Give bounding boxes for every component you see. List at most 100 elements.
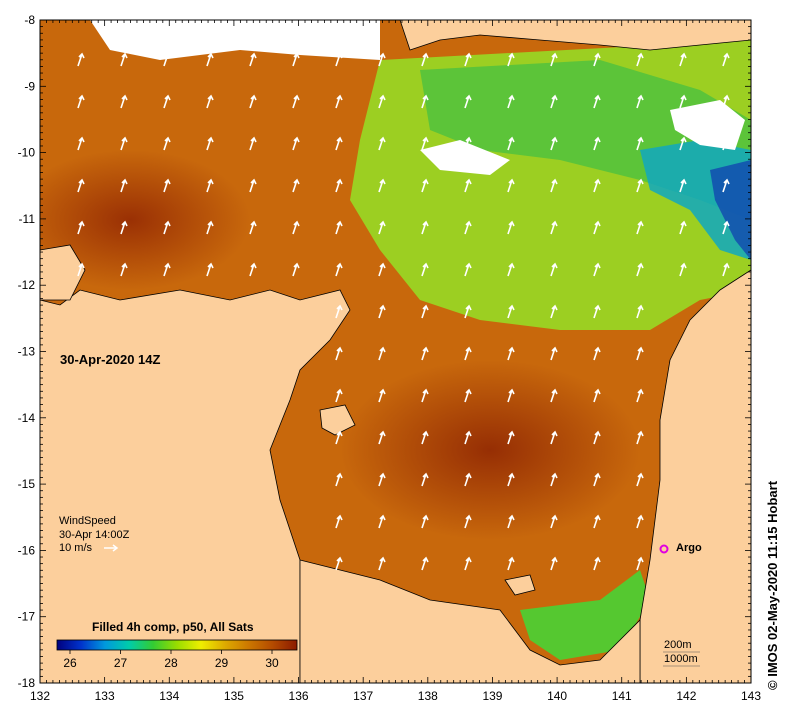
wind-arrow xyxy=(421,262,429,277)
wind-arrow xyxy=(507,556,515,571)
x-tick-label: 141 xyxy=(612,689,632,703)
argo-float-marker[interactable] xyxy=(659,544,669,554)
wind-arrow xyxy=(335,94,343,109)
wind-arrow xyxy=(636,52,644,67)
wind-arrow xyxy=(722,94,730,109)
wind-arrow xyxy=(550,178,558,193)
wind-arrow xyxy=(378,178,386,193)
wind-arrow xyxy=(163,178,171,193)
wind-arrow xyxy=(636,514,644,529)
wind-arrow xyxy=(593,514,601,529)
x-tick-label: 143 xyxy=(741,689,761,703)
wind-arrow xyxy=(507,346,515,361)
wind-arrow xyxy=(550,136,558,151)
wind-arrow xyxy=(464,388,472,403)
wind-arrow xyxy=(120,136,128,151)
wind-arrow xyxy=(464,472,472,487)
wind-arrow xyxy=(335,304,343,319)
wind-arrow xyxy=(378,346,386,361)
wind-arrow xyxy=(249,52,257,67)
wind-arrow xyxy=(636,136,644,151)
wind-arrow xyxy=(550,262,558,277)
wind-legend-time: 30-Apr 14:00Z xyxy=(59,529,130,541)
wind-arrow xyxy=(636,220,644,235)
y-tick-label: -17 xyxy=(18,610,36,624)
wind-arrow xyxy=(206,262,214,277)
wind-arrow xyxy=(120,52,128,67)
x-tick-label: 133 xyxy=(95,689,115,703)
wind-arrow xyxy=(550,430,558,445)
wind-arrow xyxy=(378,388,386,403)
wind-arrow xyxy=(507,52,515,67)
depth-legend-200m: 200m xyxy=(664,639,692,651)
wind-arrow xyxy=(77,52,85,67)
cool-water-south-fringe xyxy=(520,570,650,660)
wind-arrow xyxy=(507,136,515,151)
wind-arrow xyxy=(507,430,515,445)
wind-arrow xyxy=(335,220,343,235)
wind-arrow xyxy=(507,94,515,109)
wind-arrow xyxy=(292,94,300,109)
y-tick-label: -9 xyxy=(24,79,35,93)
colorbar-tick-label: 28 xyxy=(164,656,178,670)
wind-arrow xyxy=(593,472,601,487)
wind-arrow xyxy=(464,262,472,277)
colorbar: 26 27 28 29 30 xyxy=(56,639,298,670)
wind-arrow xyxy=(464,52,472,67)
wind-arrow xyxy=(378,514,386,529)
wind-arrow xyxy=(335,346,343,361)
wind-arrow xyxy=(593,136,601,151)
wind-arrow xyxy=(206,52,214,67)
colorbar-tick-label: 30 xyxy=(265,656,279,670)
wind-arrow xyxy=(593,262,601,277)
wind-scale-arrowhead xyxy=(112,544,119,552)
wind-arrow xyxy=(464,178,472,193)
wind-arrow xyxy=(550,346,558,361)
wind-arrow xyxy=(679,136,687,151)
wind-arrow xyxy=(163,262,171,277)
wind-arrow xyxy=(507,472,515,487)
colorbar-tick-label: 26 xyxy=(63,656,77,670)
wind-arrow xyxy=(335,556,343,571)
wind-arrow xyxy=(421,556,429,571)
wind-arrow xyxy=(206,220,214,235)
wind-arrow xyxy=(77,94,85,109)
wind-arrow xyxy=(292,220,300,235)
wind-arrow xyxy=(679,52,687,67)
wind-arrow xyxy=(206,136,214,151)
wind-arrow xyxy=(335,430,343,445)
wind-arrow xyxy=(163,94,171,109)
wind-arrow xyxy=(593,178,601,193)
wind-arrow xyxy=(464,556,472,571)
wind-arrow xyxy=(163,52,171,67)
wind-arrow xyxy=(722,178,730,193)
colorbar-tick-label: 29 xyxy=(215,656,229,670)
wind-arrow xyxy=(206,94,214,109)
wind-arrow xyxy=(378,52,386,67)
wind-arrow xyxy=(421,388,429,403)
wind-arrow xyxy=(507,388,515,403)
x-tick-label: 136 xyxy=(289,689,309,703)
y-tick-label: -8 xyxy=(24,13,35,27)
depth-legend-1000m: 1000m xyxy=(664,653,698,665)
wind-arrow xyxy=(335,388,343,403)
wind-arrow xyxy=(335,52,343,67)
wind-arrow xyxy=(421,220,429,235)
wind-arrow xyxy=(464,430,472,445)
wind-arrow xyxy=(421,514,429,529)
wind-arrow xyxy=(593,52,601,67)
wind-arrow xyxy=(636,262,644,277)
wind-arrow xyxy=(77,178,85,193)
x-axis: 132 133 134 135 136 137 138 139 140 141 142 143 xyxy=(30,20,761,703)
wind-arrow xyxy=(249,136,257,151)
wind-arrow xyxy=(722,220,730,235)
wind-arrow xyxy=(292,178,300,193)
wind-arrow xyxy=(464,136,472,151)
wind-arrow xyxy=(464,346,472,361)
wind-arrow xyxy=(378,136,386,151)
wind-arrow xyxy=(163,136,171,151)
x-tick-label: 138 xyxy=(418,689,438,703)
wind-arrow xyxy=(593,388,601,403)
x-tick-label: 142 xyxy=(676,689,696,703)
